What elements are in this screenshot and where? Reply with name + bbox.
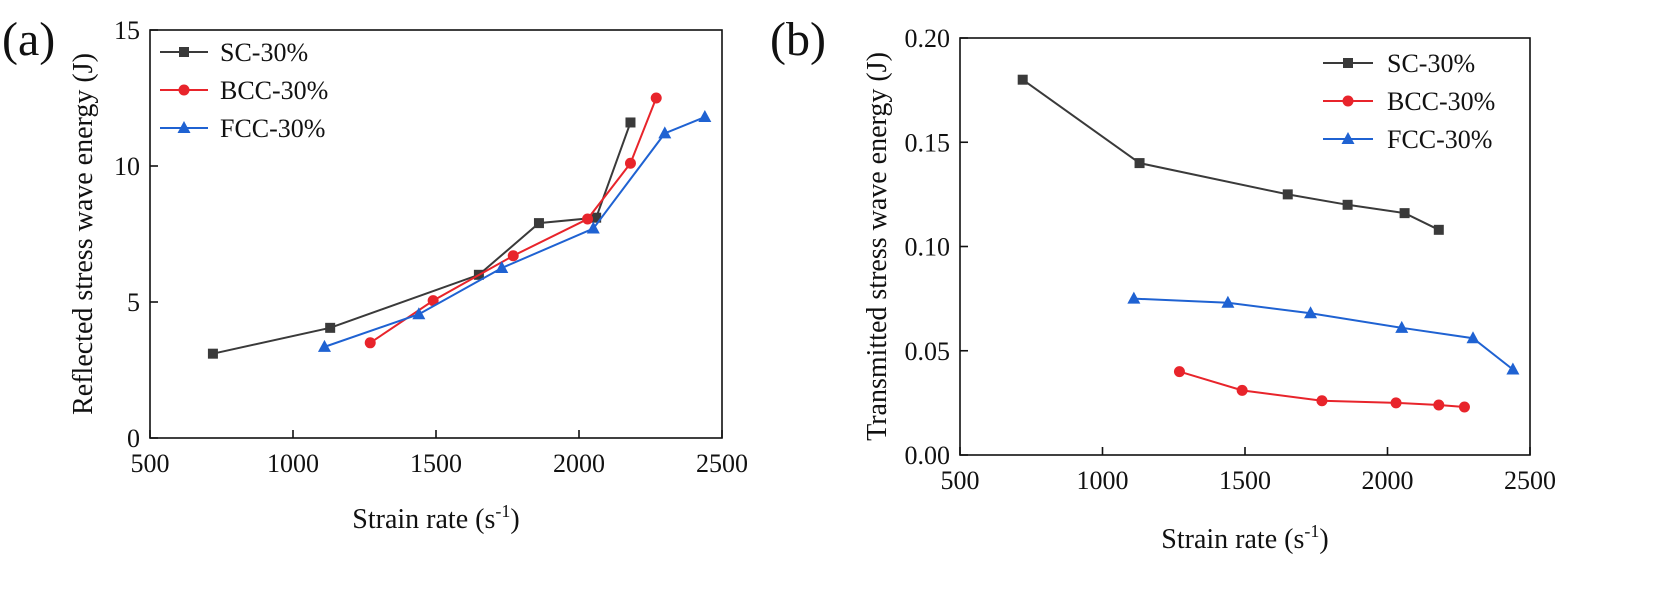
data-point bbox=[533, 218, 544, 229]
x-axis-title-main: Strain rate (s bbox=[352, 504, 495, 535]
chart-panel-a: (a) 500 1000 1500 2000 2500 0 5 10 15 Strain rate … bbox=[2, 13, 748, 535]
y-tick-label: 0.00 bbox=[905, 441, 951, 470]
data-point bbox=[1395, 320, 1409, 333]
panel-label: (b) bbox=[770, 13, 826, 66]
data-point bbox=[586, 221, 600, 234]
y-tick-label: 0.15 bbox=[905, 128, 951, 157]
legend-label: BCC-30% bbox=[1387, 87, 1495, 116]
data-point bbox=[1390, 397, 1402, 409]
x-axis-title-end: ) bbox=[1319, 524, 1328, 555]
x-tick-label: 2000 bbox=[553, 449, 605, 478]
x-tick-label: 1000 bbox=[1077, 466, 1129, 495]
series-bcc-30 bbox=[364, 92, 662, 349]
data-point bbox=[317, 339, 331, 352]
series-bcc-30 bbox=[1173, 366, 1470, 413]
data-point bbox=[412, 307, 426, 320]
data-point bbox=[427, 295, 439, 307]
legend-marker bbox=[178, 84, 190, 96]
y-tick-label: 0.10 bbox=[905, 233, 951, 262]
data-point bbox=[658, 126, 672, 139]
data-point bbox=[1458, 401, 1470, 413]
legend-marker bbox=[1343, 58, 1353, 68]
series-line bbox=[1022, 78, 1440, 231]
data-point bbox=[1304, 306, 1318, 319]
data-point bbox=[1134, 158, 1145, 169]
data-point bbox=[1433, 224, 1444, 235]
y-tick-label: 0 bbox=[127, 424, 140, 453]
x-tick-label: 1500 bbox=[1219, 466, 1271, 495]
legend: SC-30% BCC-30% FCC-30% bbox=[160, 38, 328, 143]
y-tick-label: 0.20 bbox=[905, 24, 951, 53]
x-axis-title-main: Strain rate (s bbox=[1161, 524, 1304, 555]
legend-marker bbox=[1341, 132, 1355, 144]
y-axis-title: Reflected stress wave energy (J) bbox=[68, 53, 99, 415]
legend-marker bbox=[179, 47, 189, 57]
x-tick-label: 500 bbox=[131, 449, 170, 478]
legend-label: SC-30% bbox=[220, 38, 308, 67]
series-fcc-30 bbox=[1127, 291, 1520, 375]
data-point bbox=[625, 117, 636, 128]
x-axis-title-superscript: -1 bbox=[1304, 521, 1319, 541]
y-tick-label: 5 bbox=[127, 288, 140, 317]
data-point bbox=[1173, 366, 1185, 378]
x-axis-title: Strain rate (s-1) bbox=[1161, 521, 1328, 555]
panel-label: (a) bbox=[2, 13, 55, 66]
data-point bbox=[582, 213, 594, 225]
legend-label: BCC-30% bbox=[220, 76, 328, 105]
x-tick-label: 2000 bbox=[1362, 466, 1414, 495]
legend-marker bbox=[177, 121, 191, 133]
data-point bbox=[591, 212, 602, 223]
y-tick-label: 15 bbox=[114, 16, 140, 45]
data-point bbox=[364, 337, 376, 349]
data-point bbox=[1221, 295, 1235, 308]
data-point bbox=[1127, 291, 1141, 304]
x-tick-label: 500 bbox=[941, 466, 980, 495]
legend-label: SC-30% bbox=[1387, 49, 1475, 78]
data-point bbox=[624, 157, 636, 169]
data-point bbox=[1399, 208, 1410, 219]
data-point bbox=[1282, 189, 1293, 200]
data-point bbox=[1017, 74, 1028, 85]
x-axis-title-end: ) bbox=[510, 504, 519, 535]
legend-label: FCC-30% bbox=[220, 114, 325, 143]
series-line bbox=[324, 116, 706, 348]
x-tick-label: 1500 bbox=[410, 449, 462, 478]
legend: SC-30% BCC-30% FCC-30% bbox=[1323, 49, 1495, 154]
legend-label: FCC-30% bbox=[1387, 125, 1492, 154]
chart-panel-b: (b) 500 1000 1500 2000 2500 0.00 0.05 0.10 0.15 0.… bbox=[770, 13, 1556, 555]
data-point bbox=[1433, 399, 1445, 411]
x-axis-title-superscript: -1 bbox=[495, 501, 510, 521]
y-tick-label: 10 bbox=[114, 152, 140, 181]
data-point bbox=[325, 322, 336, 333]
x-tick-label: 2500 bbox=[1504, 466, 1556, 495]
data-point bbox=[495, 261, 509, 273]
y-tick-label: 0.05 bbox=[905, 337, 951, 366]
legend-marker bbox=[1342, 95, 1354, 107]
data-point bbox=[1466, 331, 1480, 344]
data-point bbox=[698, 110, 712, 123]
data-point bbox=[207, 348, 218, 359]
data-point bbox=[1342, 199, 1353, 210]
series-sc-30 bbox=[1017, 74, 1444, 235]
x-axis-title: Strain rate (s-1) bbox=[352, 501, 519, 535]
x-tick-label: 2500 bbox=[696, 449, 748, 478]
series-fcc-30 bbox=[317, 110, 712, 352]
data-point bbox=[1316, 395, 1328, 407]
series-line bbox=[369, 97, 658, 344]
y-axis-title: Transmitted stress wave energy (J) bbox=[862, 52, 893, 441]
data-point bbox=[1506, 362, 1520, 375]
x-tick-label: 1000 bbox=[267, 449, 319, 478]
data-point bbox=[650, 92, 662, 104]
data-point bbox=[507, 250, 519, 262]
series-line bbox=[1133, 297, 1514, 371]
data-point bbox=[1236, 384, 1248, 396]
